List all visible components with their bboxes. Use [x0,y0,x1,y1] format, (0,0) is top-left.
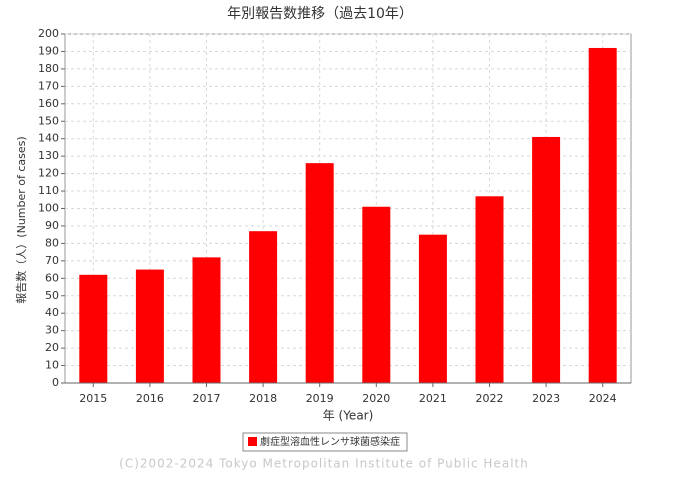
bar [475,196,504,383]
y-tick-label: 110 [38,184,59,197]
y-tick-label: 70 [45,254,59,267]
bar [362,206,391,383]
y-tick-label: 120 [38,167,59,180]
x-tick-label: 2019 [306,392,334,405]
x-tick-label: 2022 [476,392,504,405]
y-tick-label: 140 [38,132,59,145]
bar [532,136,561,383]
bar [135,269,164,383]
legend-box [242,432,408,452]
y-tick-label: 50 [45,289,59,302]
y-tick-label: 170 [38,79,59,92]
y-tick-label: 30 [45,324,59,337]
x-tick-label: 2018 [249,392,277,405]
legend-label: 劇症型溶血性レンサ球菌感染症 [260,435,400,448]
x-tick-label: 2021 [419,392,447,405]
chart-title: 年別報告数推移（過去10年） [227,6,413,22]
bar [418,234,447,383]
x-tick-label: 2023 [532,392,560,405]
x-tick-label: 2020 [362,392,390,405]
y-tick-label: 200 [38,27,59,40]
bar [79,274,108,383]
y-tick-label: 80 [45,236,59,249]
y-tick-label: 150 [38,114,59,127]
footer: (C)2002-2024 Tokyo Metropolitan Institut… [119,457,529,471]
x-tick-label: 2017 [193,392,221,405]
y-tick-label: 190 [38,44,59,57]
legend-swatch [248,437,257,446]
bar [192,257,221,383]
legend: 劇症型溶血性レンサ球菌感染症 [242,432,408,452]
y-tick-label: 40 [45,306,59,319]
y-tick-label: 60 [45,271,59,284]
x-axis-label: 年 (Year) [323,409,374,423]
y-axis-label: 報告数（人）(Number of cases) [15,136,28,303]
y-tick-label: 130 [38,149,59,162]
y-tick-label: 180 [38,62,59,75]
bar [249,231,278,383]
bar [305,163,334,383]
x-tick-label: 2015 [79,392,107,405]
x-tick-label: 2016 [136,392,164,405]
y-tick-label: 10 [45,359,59,372]
y-tick-label: 100 [38,202,59,215]
y-tick-label: 0 [52,376,59,389]
bar [588,47,617,384]
x-tick-label: 2024 [589,392,617,405]
y-tick-label: 20 [45,341,59,354]
y-tick-label: 160 [38,97,59,110]
y-tick-label: 90 [45,219,59,232]
